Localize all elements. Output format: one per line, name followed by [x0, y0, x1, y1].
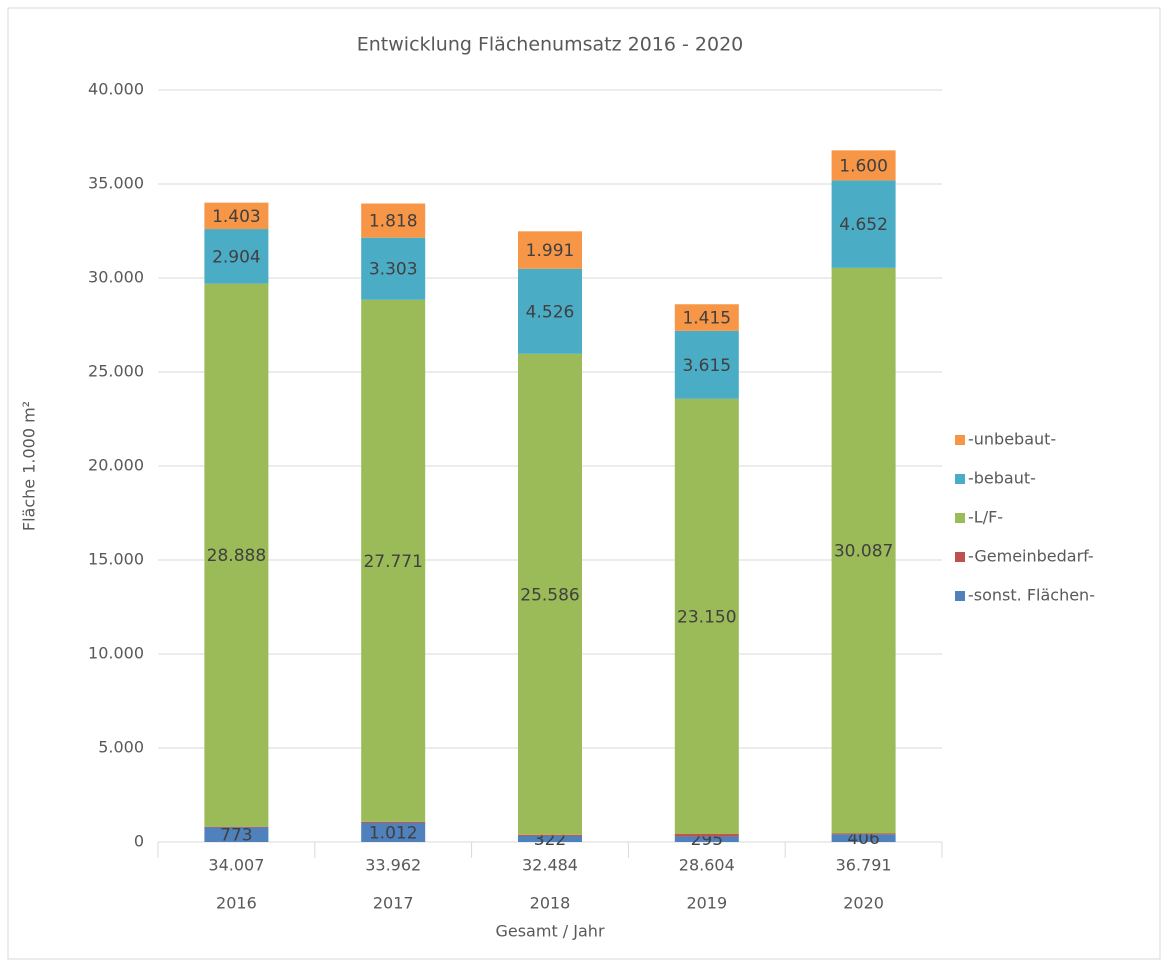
- legend-label: -L/F-: [968, 508, 1003, 527]
- category-total: 33.962: [365, 856, 421, 875]
- bar-segment: [204, 826, 269, 828]
- bar-segment: [674, 836, 739, 842]
- data-label: 23.150: [677, 607, 736, 627]
- y-tick-label: 30.000: [88, 268, 144, 287]
- legend-swatch: [955, 474, 965, 484]
- x-tick-label: 2018: [530, 894, 571, 913]
- y-tick-label: 15.000: [88, 550, 144, 569]
- y-tick-label: 35.000: [88, 174, 144, 193]
- data-label: 2.904: [212, 247, 261, 267]
- bar-segment: [361, 822, 426, 842]
- legend-label: -Gemeinbedarf-: [968, 547, 1094, 566]
- x-tick-label: 2019: [686, 894, 727, 913]
- legend-swatch: [955, 552, 965, 562]
- data-label: 1.403: [212, 207, 261, 227]
- y-tick-label: 5.000: [98, 738, 144, 757]
- bar-segment: [361, 299, 426, 822]
- x-tick-label: 2020: [843, 894, 884, 913]
- data-label: 3.303: [369, 260, 418, 280]
- legend-label: -bebaut-: [968, 469, 1036, 488]
- bar-segment: [674, 398, 739, 835]
- bar-segment: [831, 267, 896, 834]
- bar-segment: [204, 283, 269, 827]
- legend-swatch: [955, 435, 965, 445]
- y-tick-label: 40.000: [88, 80, 144, 99]
- bar-segment: [518, 231, 582, 269]
- data-label: 25.586: [520, 585, 579, 605]
- legend-swatch: [955, 591, 965, 601]
- legend-swatch: [955, 513, 965, 523]
- data-label: 28.888: [207, 546, 266, 566]
- bar-segment: [361, 237, 426, 300]
- y-tick-label: 0: [134, 832, 144, 851]
- category-total: 32.484: [522, 856, 578, 875]
- data-label: 4.652: [839, 215, 888, 235]
- data-label: 1.818: [369, 212, 418, 232]
- bar-segment: [361, 821, 426, 823]
- data-label: 1.600: [839, 156, 888, 176]
- bar-segment: [204, 229, 269, 284]
- bar-segment: [831, 180, 896, 268]
- data-label: 1.991: [526, 241, 575, 261]
- x-axis-title: Gesamt / Jahr: [495, 922, 604, 941]
- y-axis-title: Fläche 1.000 m²: [20, 401, 39, 531]
- data-label: 1.415: [682, 309, 731, 329]
- bar-segment: [204, 202, 269, 230]
- bar-segment: [361, 203, 426, 238]
- bar-segment: [831, 833, 896, 835]
- y-tick-label: 20.000: [88, 456, 144, 475]
- data-label: 30.087: [834, 542, 893, 562]
- category-total: 28.604: [679, 856, 735, 875]
- category-total: 34.007: [208, 856, 264, 875]
- data-label: 4.526: [526, 302, 575, 322]
- bar-segment: [518, 268, 582, 354]
- data-label: 3.615: [682, 356, 731, 376]
- bar-segment: [204, 827, 269, 842]
- data-label: 1.012: [369, 823, 418, 843]
- x-tick-label: 2017: [373, 894, 414, 913]
- bar-segment: [674, 330, 739, 399]
- x-tick-label: 2016: [216, 894, 257, 913]
- bar-segment: [831, 150, 896, 181]
- data-label: 773: [220, 826, 252, 846]
- y-tick-label: 10.000: [88, 644, 144, 663]
- chart-title: Entwicklung Flächenumsatz 2016 - 2020: [357, 34, 744, 56]
- category-total: 36.791: [836, 856, 892, 875]
- bar-segment: [518, 834, 582, 836]
- bar-segment: [518, 835, 582, 842]
- legend-label: -unbebaut-: [968, 430, 1056, 449]
- legend-label: -sonst. Flächen-: [968, 586, 1095, 605]
- y-tick-label: 25.000: [88, 362, 144, 381]
- bar-segment: [831, 834, 896, 842]
- bar-segment: [518, 353, 582, 835]
- chart-border: [7, 7, 1161, 960]
- bar-segment: [674, 834, 739, 837]
- bar-segment: [674, 304, 739, 331]
- data-label: 27.771: [363, 552, 422, 572]
